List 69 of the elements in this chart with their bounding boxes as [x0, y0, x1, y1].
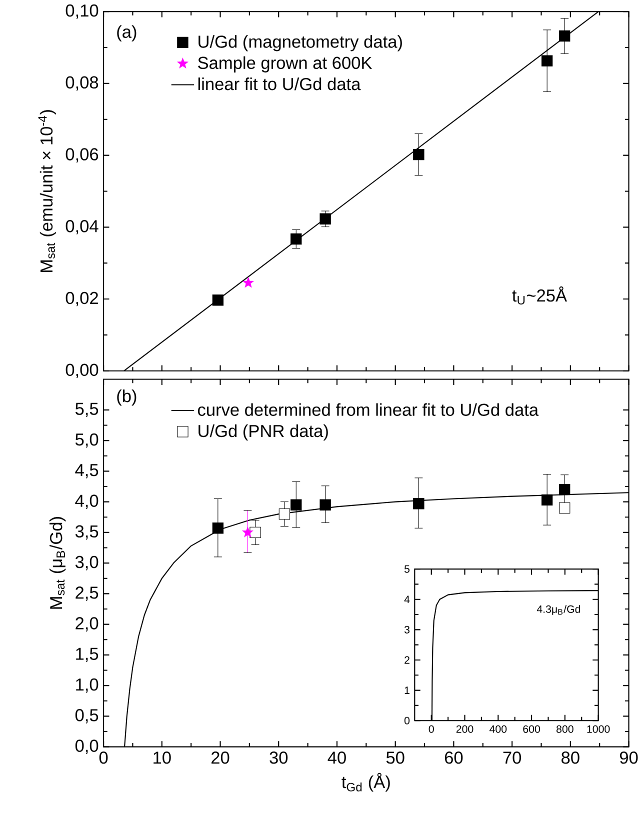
y-tick-label: 0,10 — [66, 4, 98, 19]
x-tick-label: 0 — [428, 725, 434, 733]
point — [559, 502, 570, 514]
point — [290, 499, 302, 510]
point — [212, 294, 224, 306]
x-tick-label: 60 — [445, 752, 463, 764]
point — [242, 526, 254, 537]
y-axis-title: M$_{sat}$ (emu/unit × 10$^{-4}$) — [38, 110, 56, 272]
point — [320, 499, 332, 510]
x-tick-label: 0 — [100, 752, 108, 764]
point — [290, 233, 302, 245]
x-tick-label: 800 — [556, 725, 574, 733]
annotation: 4.3μ$_{B}$/Gd — [537, 605, 580, 615]
x-tick-label: 1000 — [587, 725, 610, 733]
y-tick-label: 0,5 — [76, 709, 98, 724]
y-tick-label: 5,0 — [76, 433, 98, 448]
point — [320, 213, 332, 224]
y-tick-label: 3,5 — [76, 525, 98, 540]
legend-label: U/Gd (PNR data) — [198, 424, 328, 441]
point — [212, 522, 224, 534]
y-tick-label: 3,0 — [76, 556, 98, 570]
annotation: (a) — [117, 25, 136, 42]
x-tick-label: 50 — [386, 752, 404, 764]
y-axis-title: M$_{sat}$ (μ$_{B}$/Gd) — [50, 517, 66, 609]
x-axis-title: t$_{Gd}$ (Å) — [342, 772, 390, 792]
legend-label: curve determined from linear fit to U/Gd data — [198, 403, 539, 416]
y-tick-label: 3 — [404, 626, 410, 634]
y-tick-label: 1,0 — [76, 678, 98, 693]
x-tick-label: 40 — [328, 752, 346, 764]
point — [559, 30, 570, 42]
y-tick-label: 1 — [404, 686, 410, 694]
y-tick-label: 0 — [404, 716, 410, 724]
y-tick-label: 4,5 — [75, 464, 98, 478]
point — [413, 498, 424, 510]
y-tick-label: 1,5 — [76, 648, 98, 662]
annotation: (b) — [117, 389, 136, 406]
x-tick-label: 70 — [503, 752, 522, 764]
legend-label: Sample grown at 600K — [198, 56, 372, 72]
y-tick-label: 0,08 — [66, 76, 98, 91]
y-tick-label: 0,06 — [66, 148, 98, 162]
point — [542, 494, 553, 506]
y-tick-label: 5 — [404, 565, 410, 573]
annotation: t$_{U}$~25Å — [512, 286, 568, 304]
point — [413, 149, 424, 160]
y-tick-label: 4,0 — [75, 494, 98, 509]
x-tick-label: 10 — [154, 752, 171, 764]
y-tick-label: 0,02 — [66, 292, 98, 306]
x-tick-label: 90 — [620, 752, 638, 764]
x-tick-label: 80 — [562, 752, 580, 764]
point — [542, 55, 553, 66]
y-tick-label: 0,0 — [76, 740, 98, 754]
y-tick-label: 5,5 — [76, 402, 98, 417]
y-tick-label: 0,04 — [66, 220, 98, 234]
legend-label: linear fit to U/Gd data — [198, 78, 361, 90]
point — [250, 526, 261, 538]
point — [243, 277, 254, 288]
legend-label: U/Gd (magnetometry data) — [198, 35, 402, 52]
x-tick-label: 20 — [212, 752, 230, 764]
x-tick-label: 600 — [523, 725, 540, 733]
y-tick-label: 0,00 — [66, 364, 98, 378]
y-tick-label: 2 — [404, 656, 410, 664]
x-tick-label: 400 — [490, 725, 507, 733]
x-tick-label: 30 — [270, 752, 288, 764]
y-tick-label: 2,5 — [76, 586, 98, 601]
point — [278, 508, 290, 520]
x-tick-label: 200 — [456, 725, 474, 733]
y-tick-label: 2,0 — [76, 617, 98, 632]
point — [559, 484, 570, 496]
y-tick-label: 4 — [404, 596, 410, 604]
